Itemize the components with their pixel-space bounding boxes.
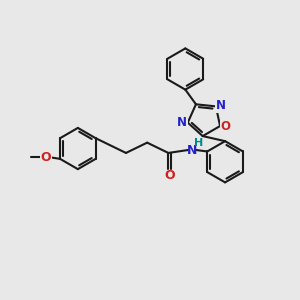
Text: H: H xyxy=(194,138,203,148)
Text: N: N xyxy=(216,99,226,112)
Text: O: O xyxy=(164,169,175,182)
Text: O: O xyxy=(221,119,231,133)
Text: O: O xyxy=(41,151,52,164)
Text: N: N xyxy=(177,116,187,129)
Text: N: N xyxy=(187,143,197,157)
